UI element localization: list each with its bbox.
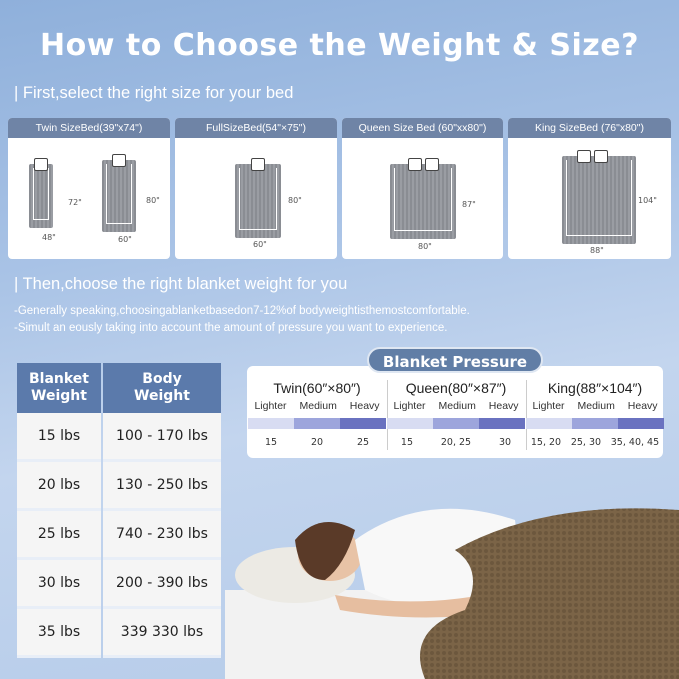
blanket-weight-cell: 30 lbs [17,560,101,609]
dim-label: 80" [146,196,160,205]
pressure-group-king: King(88″×104″) Lighter Medium Heavy 15, 20… [526,374,664,448]
dim-label: 80" [288,196,302,205]
dim-label: 88" [590,246,604,255]
value: 15 [400,437,414,448]
level-label: Heavy [627,400,658,412]
value: 15 [264,437,278,448]
level-label: Lighter [532,400,565,412]
table-row: 30 lbs 200 - 390 lbs [17,560,221,609]
bed-card-title: Queen Size Bed (60"xx80") [342,118,503,138]
value: 15, 20 [530,437,562,448]
value: 25 [356,437,370,448]
dim-label: 48" [42,233,56,242]
level-label: Lighter [393,400,426,412]
body-weight-cell: 740 - 230 lbs [103,511,221,560]
dim-label: 80" [418,242,432,251]
table-row: 20 lbs 130 - 250 lbs [17,462,221,511]
bed-card-full: FullSizeBed(54"×75") 80" 60" [175,118,337,259]
king-bed-illustration [562,150,636,244]
dim-label: 87" [462,200,476,209]
table-row: 35 lbs 339 330 lbs [17,609,221,658]
twin-bed-illustration [29,158,53,228]
blanket-weight-cell: 25 lbs [17,511,101,560]
dim-label: 60" [118,235,132,244]
pressure-bar [387,418,525,429]
pressure-group-queen: Queen(80″×87″) Lighter Medium Heavy 15 20, … [387,374,525,448]
bed-card-twin: Twin SizeBed(39"x74") 72" 48" 80" 60" [8,118,170,259]
blanket-weight-cell: 35 lbs [17,609,101,658]
weight-table: Blanket Weight Body Weight 15 lbs 100 - 1… [15,363,223,658]
blanket-pressure-title: Blanket Pressure [367,347,543,373]
bed-card-title: FullSizeBed(54"×75") [175,118,337,138]
step2-heading: | Then,choose the right blanket weight f… [14,275,348,293]
blanket-weight-cell: 20 lbs [17,462,101,511]
bed-card-title: King SizeBed (76"x80") [508,118,671,138]
level-label: Lighter [254,400,287,412]
table-row: 25 lbs 740 - 230 lbs [17,511,221,560]
value: 20, 25 [440,437,472,448]
body-weight-cell: 200 - 390 lbs [103,560,221,609]
twin-xl-bed-illustration [102,154,136,232]
full-bed-illustration [235,158,281,238]
table-row: 15 lbs 100 - 170 lbs [17,413,221,462]
blanket-pressure-panel: Twin(60″×80″) Lighter Medium Heavy 15 20 25 … [247,366,664,458]
pressure-bar [248,418,386,429]
body-weight-cell: 130 - 250 lbs [103,462,221,511]
dim-label: 104" [638,196,657,205]
value: 20 [310,437,324,448]
body-weight-cell: 100 - 170 lbs [103,413,221,462]
value: 30 [498,437,512,448]
value: 35, 40, 45 [610,437,660,448]
header-blanket-weight: Blanket Weight [17,363,101,413]
body-weight-cell: 339 330 lbs [103,609,221,658]
level-label: Heavy [488,400,519,412]
value: 25, 30 [570,437,602,448]
dim-label: 60" [253,240,267,249]
page-title: How to Choose the Weight & Size? [40,28,639,63]
group-name: Queen(80″×87″) [405,380,507,396]
pressure-group-twin: Twin(60″×80″) Lighter Medium Heavy 15 20 25 [248,374,386,448]
step1-heading: | First,select the right size for your b… [14,84,294,102]
level-label: Medium [438,400,476,412]
bed-card-queen: Queen Size Bed (60"xx80") 87" 80" [342,118,503,259]
pressure-bar [526,418,664,429]
group-name: Twin(60″×80″) [273,380,361,396]
blanket-weight-cell: 15 lbs [17,413,101,462]
sleeping-woman-photo [225,470,679,679]
note-2: -Simult an eously taking into account th… [14,322,448,334]
bed-card-king: King SizeBed (76"x80") 104" 88" [508,118,671,259]
dim-label: 72" [68,198,82,207]
header-body-weight: Body Weight [103,363,221,413]
level-label: Medium [299,400,337,412]
group-name: King(88″×104″) [547,380,643,396]
level-label: Heavy [349,400,380,412]
bed-card-title: Twin SizeBed(39"x74") [8,118,170,138]
level-label: Medium [577,400,615,412]
queen-bed-illustration [390,158,456,239]
note-1: -Generally speaking,choosingablanketbase… [14,305,470,317]
